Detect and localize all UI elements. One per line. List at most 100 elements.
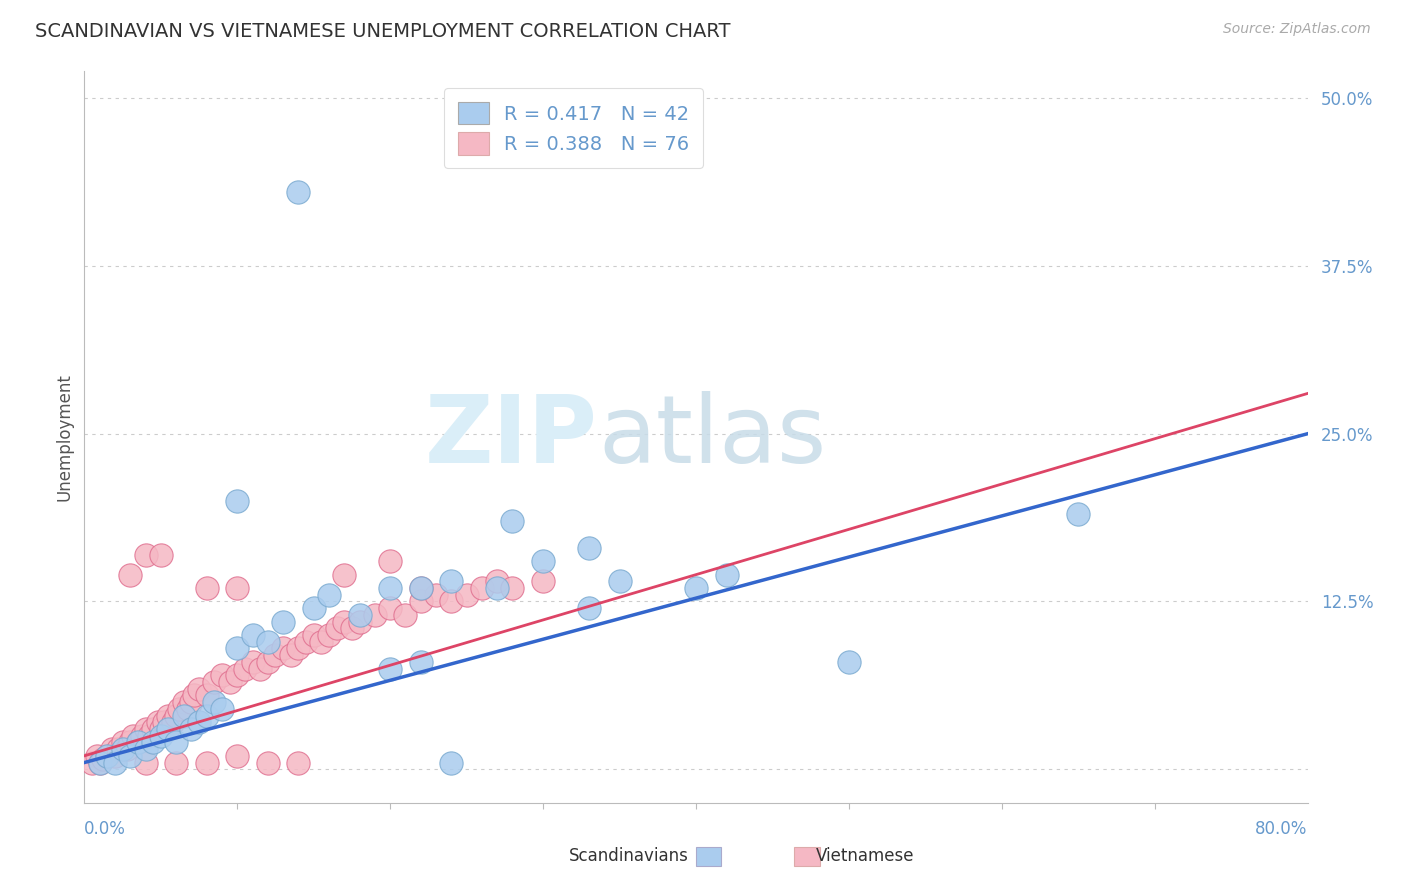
Point xyxy=(91,751,114,765)
Point xyxy=(318,628,340,642)
Point xyxy=(177,702,200,716)
Text: Source: ZipAtlas.com: Source: ZipAtlas.com xyxy=(1223,22,1371,37)
Point xyxy=(578,601,600,615)
Point xyxy=(685,581,707,595)
Point xyxy=(101,742,124,756)
Point xyxy=(226,581,249,595)
Point xyxy=(188,715,211,730)
Point xyxy=(340,621,363,635)
Point xyxy=(249,662,271,676)
Text: atlas: atlas xyxy=(598,391,827,483)
Point xyxy=(149,729,172,743)
Point xyxy=(486,581,509,595)
Point xyxy=(531,554,554,568)
Point xyxy=(226,641,249,656)
Point xyxy=(502,581,524,595)
Point xyxy=(195,581,218,595)
Point xyxy=(80,756,103,770)
Point xyxy=(96,748,118,763)
Point xyxy=(226,668,249,682)
Point xyxy=(218,675,240,690)
Text: 80.0%: 80.0% xyxy=(1256,821,1308,838)
Point xyxy=(295,634,318,648)
Point xyxy=(1067,508,1090,522)
Point xyxy=(120,735,142,749)
Point xyxy=(226,748,249,763)
Point xyxy=(440,594,463,608)
Point xyxy=(188,681,211,696)
Point xyxy=(409,581,432,595)
Point xyxy=(486,574,509,589)
Point xyxy=(409,581,432,595)
Point xyxy=(142,735,165,749)
Point xyxy=(264,648,287,662)
Point xyxy=(226,493,249,508)
Point xyxy=(167,702,190,716)
Point xyxy=(333,567,356,582)
Point xyxy=(107,742,129,756)
Legend: R = 0.417   N = 42, R = 0.388   N = 76: R = 0.417 N = 42, R = 0.388 N = 76 xyxy=(444,88,703,169)
Point xyxy=(233,662,256,676)
Point xyxy=(89,756,111,770)
Point xyxy=(195,689,218,703)
Point xyxy=(127,735,149,749)
Point xyxy=(180,722,202,736)
Point xyxy=(127,735,149,749)
Point xyxy=(120,748,142,763)
Point xyxy=(162,715,184,730)
Point xyxy=(257,756,280,770)
Point xyxy=(115,742,138,756)
Point xyxy=(146,715,169,730)
Point xyxy=(456,588,478,602)
Point xyxy=(180,695,202,709)
Point xyxy=(409,594,432,608)
Point xyxy=(425,588,447,602)
Point xyxy=(380,581,402,595)
Point xyxy=(122,729,145,743)
Point xyxy=(183,689,205,703)
Text: Scandinavians: Scandinavians xyxy=(569,847,689,865)
Point xyxy=(440,574,463,589)
Point xyxy=(111,735,134,749)
Point xyxy=(271,641,294,656)
Point xyxy=(364,607,387,622)
Point xyxy=(89,756,111,770)
Point xyxy=(287,756,309,770)
Point xyxy=(380,662,402,676)
Point xyxy=(104,756,127,770)
Point xyxy=(153,715,176,730)
Point xyxy=(349,615,371,629)
Point xyxy=(149,548,172,562)
Point xyxy=(157,708,180,723)
Point xyxy=(96,748,118,763)
Point xyxy=(173,695,195,709)
Point xyxy=(578,541,600,555)
Point xyxy=(195,756,218,770)
Point xyxy=(716,567,738,582)
Point xyxy=(135,548,157,562)
Point xyxy=(280,648,302,662)
Point xyxy=(135,742,157,756)
Point xyxy=(531,574,554,589)
Point xyxy=(380,601,402,615)
Point xyxy=(409,655,432,669)
Point xyxy=(394,607,416,622)
Text: SCANDINAVIAN VS VIETNAMESE UNEMPLOYMENT CORRELATION CHART: SCANDINAVIAN VS VIETNAMESE UNEMPLOYMENT … xyxy=(35,22,731,41)
Point xyxy=(211,668,233,682)
Point xyxy=(165,708,187,723)
Point xyxy=(173,708,195,723)
Point xyxy=(302,601,325,615)
Point xyxy=(440,756,463,770)
Point xyxy=(302,628,325,642)
Point xyxy=(502,514,524,528)
Point xyxy=(380,554,402,568)
Point xyxy=(471,581,494,595)
Point xyxy=(257,655,280,669)
Point xyxy=(609,574,631,589)
Point xyxy=(333,615,356,629)
Point xyxy=(142,722,165,736)
Point xyxy=(202,695,225,709)
Point xyxy=(86,748,108,763)
Point xyxy=(202,675,225,690)
Point xyxy=(287,185,309,199)
